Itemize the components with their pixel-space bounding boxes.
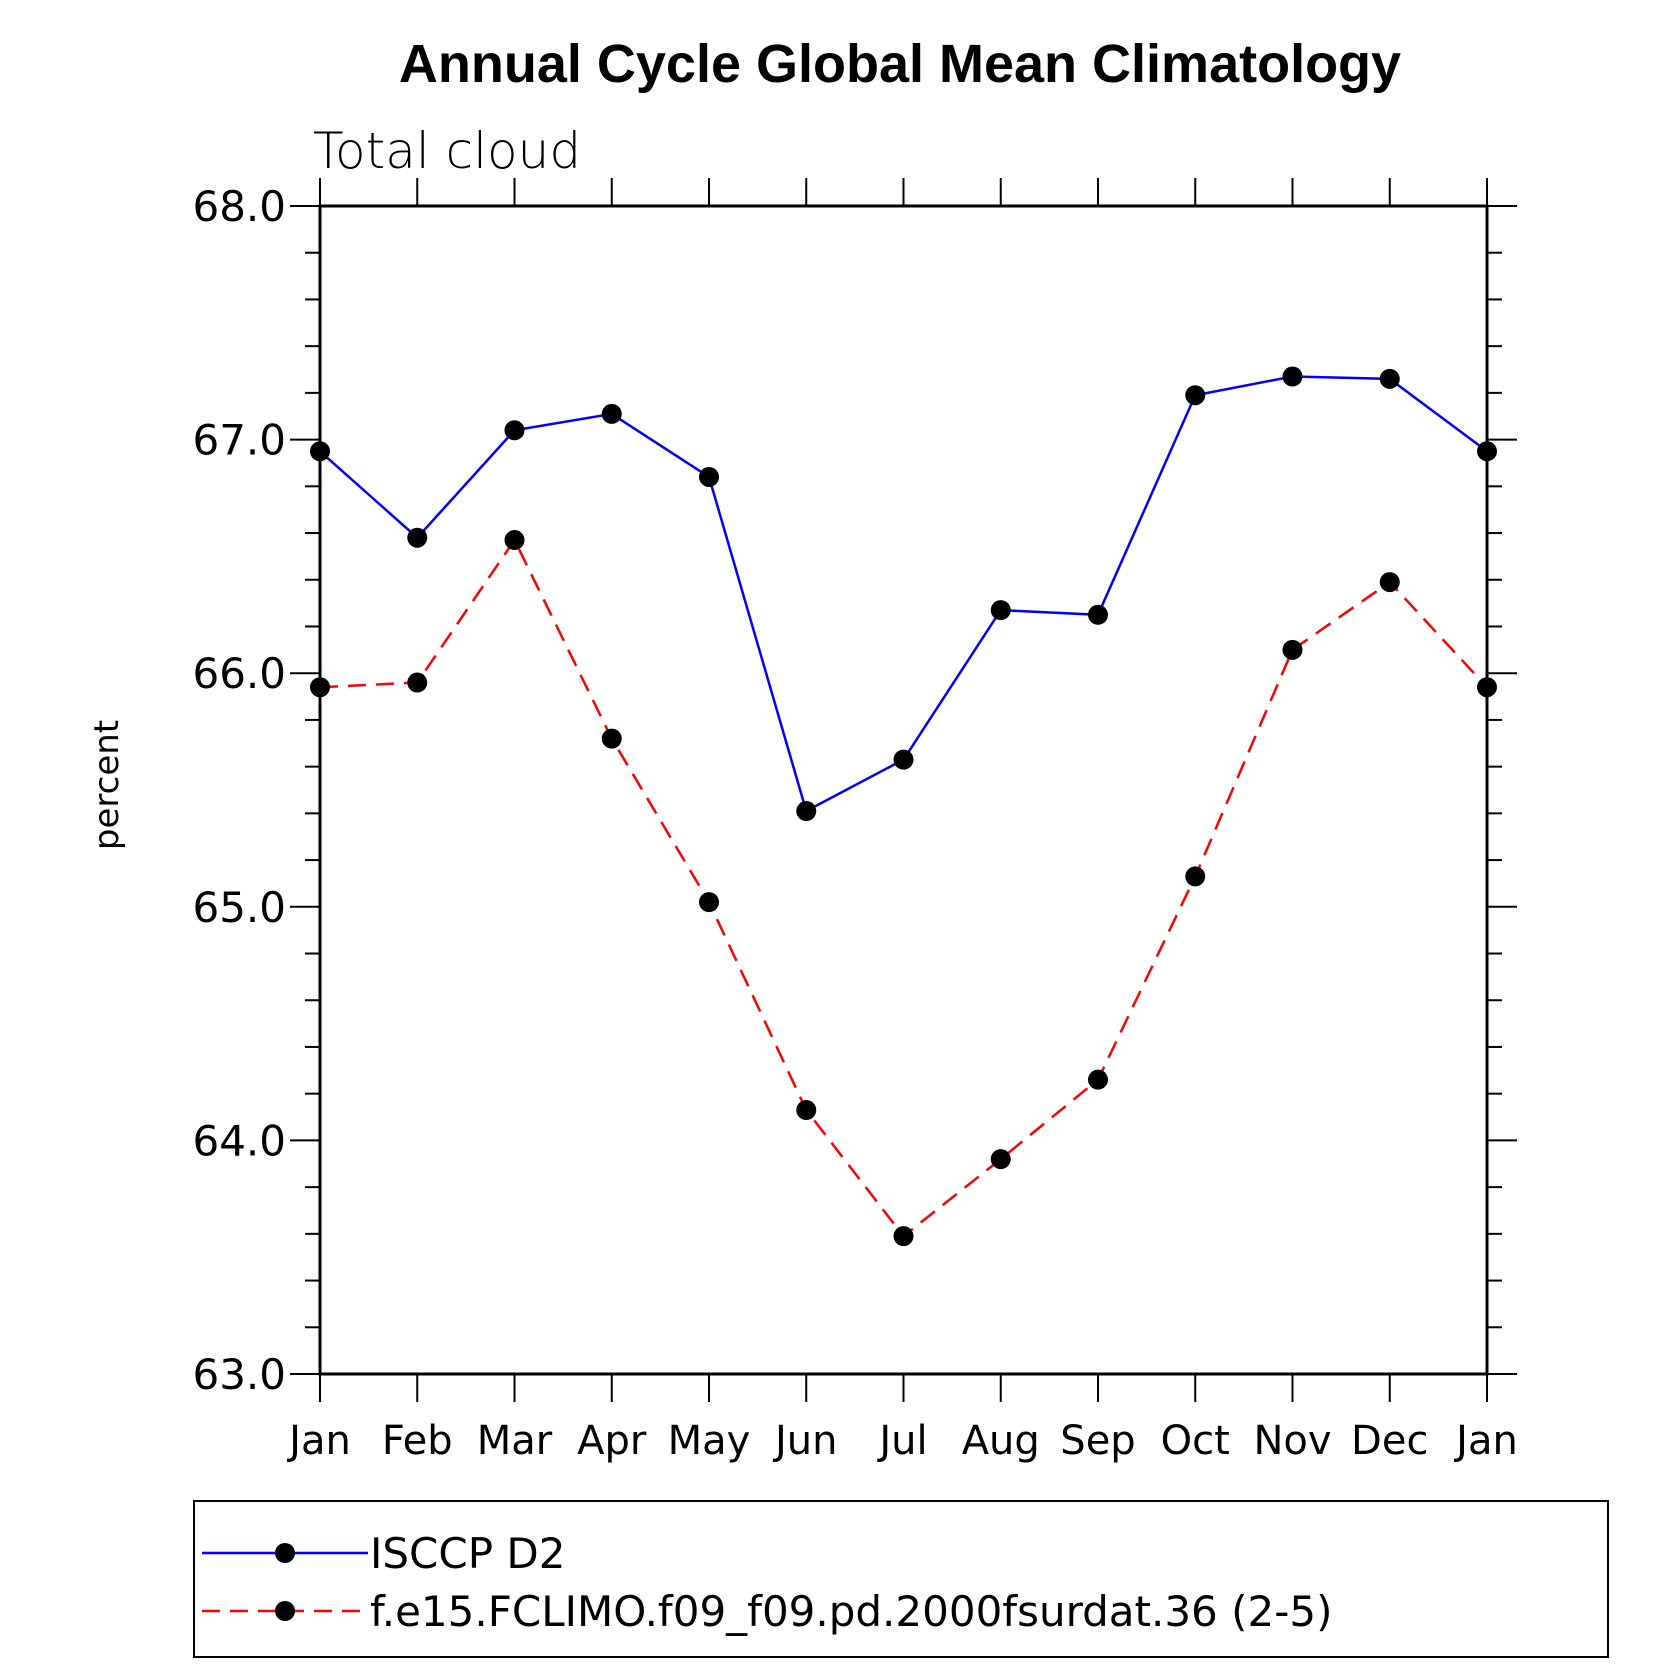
legend-label-2: f.e15.FCLIMO.f09_f09.pd.2000fsurdat.36 (… — [370, 1587, 1333, 1636]
x-tick-label: Nov — [1253, 1418, 1331, 1464]
x-tick-label: Jun — [772, 1418, 838, 1464]
y-axis-title: percent — [87, 720, 127, 850]
y-tick-label: 65.0 — [192, 883, 286, 932]
series-2-point — [1379, 572, 1400, 593]
series-2-point — [1282, 639, 1303, 660]
series-1-point — [1185, 385, 1206, 406]
y-tick-label: 63.0 — [192, 1350, 286, 1399]
series-1-point — [407, 527, 428, 548]
x-tick-label: Oct — [1161, 1418, 1230, 1464]
series-2-point — [699, 892, 719, 913]
x-tick-label: Dec — [1351, 1418, 1428, 1464]
series-1-point — [1088, 604, 1108, 625]
x-axis-ticks: Jan Feb Mar Apr May Jun Jul Aug Sep Oct Nov Dec Jan — [286, 178, 1518, 1464]
plot-border — [318, 204, 1489, 1376]
series-1-point — [504, 420, 525, 441]
x-tick-label: Aug — [962, 1418, 1040, 1464]
series-2-point — [990, 1149, 1011, 1170]
x-tick-label: Jul — [876, 1418, 927, 1464]
series-1-point — [699, 466, 719, 487]
series-2-point — [1088, 1069, 1108, 1090]
x-tick-label: Jan — [286, 1418, 351, 1464]
chart-title: Annual Cycle Global Mean Climatology — [399, 34, 1401, 94]
series-1-point — [990, 600, 1011, 621]
y-tick-label: 64.0 — [192, 1116, 286, 1165]
series-1-point — [1379, 368, 1400, 389]
series-2-point — [1477, 677, 1497, 698]
legend-label-1: ISCCP D2 — [370, 1529, 565, 1578]
plot-frame — [318, 204, 1489, 1376]
y-tick-label: 68.0 — [192, 182, 286, 231]
series-1-point — [796, 801, 817, 822]
legend-box — [193, 1500, 1609, 1658]
y-tick-label: 66.0 — [192, 649, 286, 698]
x-tick-label: Feb — [382, 1418, 453, 1464]
x-tick-label: Sep — [1060, 1418, 1135, 1464]
series-2-point — [310, 677, 330, 698]
series-2-point — [893, 1226, 914, 1247]
series-1-point — [1282, 366, 1303, 387]
legend-marker-2 — [275, 1601, 295, 1621]
series-line-1 — [319, 375, 1488, 813]
x-tick-label: Apr — [577, 1418, 647, 1464]
y-axis-ticks: 63.0 64.0 65.0 66.0 67.0 68.0 — [192, 182, 1517, 1399]
series-layer — [310, 366, 1497, 1247]
legend-items: ISCCP D2 f.e15.FCLIMO.f09_f09.pd.2000fsur… — [202, 1529, 1333, 1636]
series-2-point — [1185, 866, 1206, 887]
series-2-point — [601, 728, 622, 749]
y-tick-label: 67.0 — [192, 416, 286, 465]
legend-marker-1 — [275, 1543, 295, 1563]
series-1-point — [893, 749, 914, 770]
x-tick-label: Jan — [1453, 1418, 1518, 1464]
series-2-point — [796, 1100, 817, 1121]
x-tick-label: May — [668, 1418, 751, 1464]
legend: ISCCP D2 f.e15.FCLIMO.f09_f09.pd.2000fsur… — [193, 1500, 1609, 1658]
chart-subtitle: Total cloud — [313, 122, 581, 180]
x-tick-label: Mar — [477, 1418, 553, 1464]
series-line-2 — [319, 537, 1488, 1238]
series-2-point — [407, 672, 428, 693]
series-2-point — [504, 530, 525, 551]
series-1-point — [1477, 441, 1497, 462]
series-1-point — [601, 403, 622, 424]
series-1-point — [310, 441, 330, 462]
